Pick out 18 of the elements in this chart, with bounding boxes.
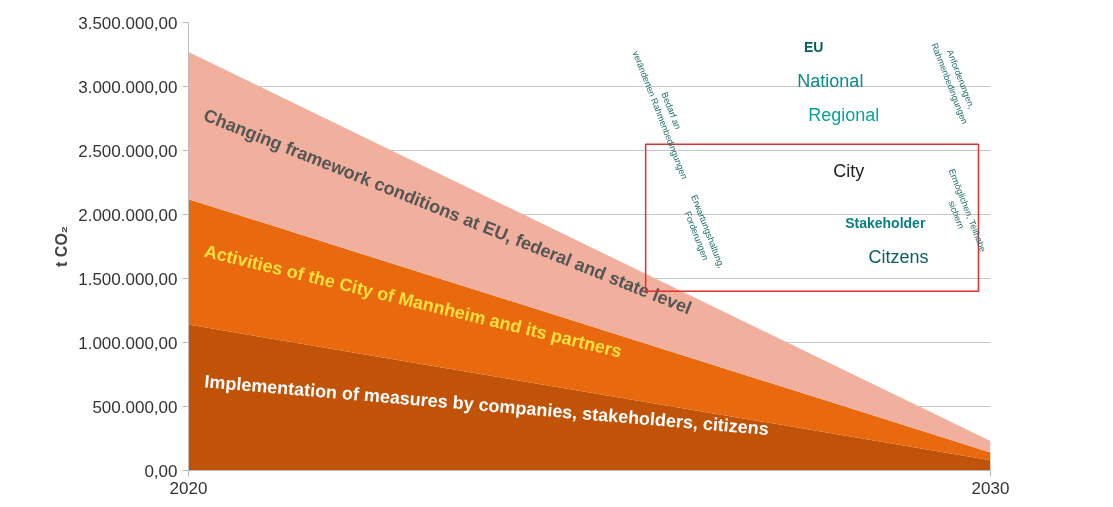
y-tick-label: 2.500.000,00 xyxy=(78,141,178,161)
x-tick-label: 2030 xyxy=(971,478,1010,498)
annotation: City xyxy=(833,160,865,181)
y-tick-label: 3.000.000,00 xyxy=(78,77,178,97)
y-tick-label: 2.000.000,00 xyxy=(78,205,178,225)
annotation: Regional xyxy=(808,105,880,126)
y-axis-title: t CO₂ xyxy=(53,226,71,267)
y-tick-label: 3.500.000,00 xyxy=(78,13,178,33)
y-tick-label: 1.500.000,00 xyxy=(78,269,178,289)
x-tick-label: 2020 xyxy=(169,478,208,498)
annotation: Stakeholder xyxy=(845,215,926,232)
y-tick-label: 1.000.000,00 xyxy=(78,333,178,353)
annotation: Citzens xyxy=(868,247,929,268)
y-tick-label: 500.000,00 xyxy=(92,397,178,417)
series-label: Implementation of measures by companies, stakeholders, citizens xyxy=(203,371,770,440)
y-tick-label: 0,00 xyxy=(144,461,178,481)
annotation: EU xyxy=(804,39,824,56)
annotation: National xyxy=(797,71,864,92)
